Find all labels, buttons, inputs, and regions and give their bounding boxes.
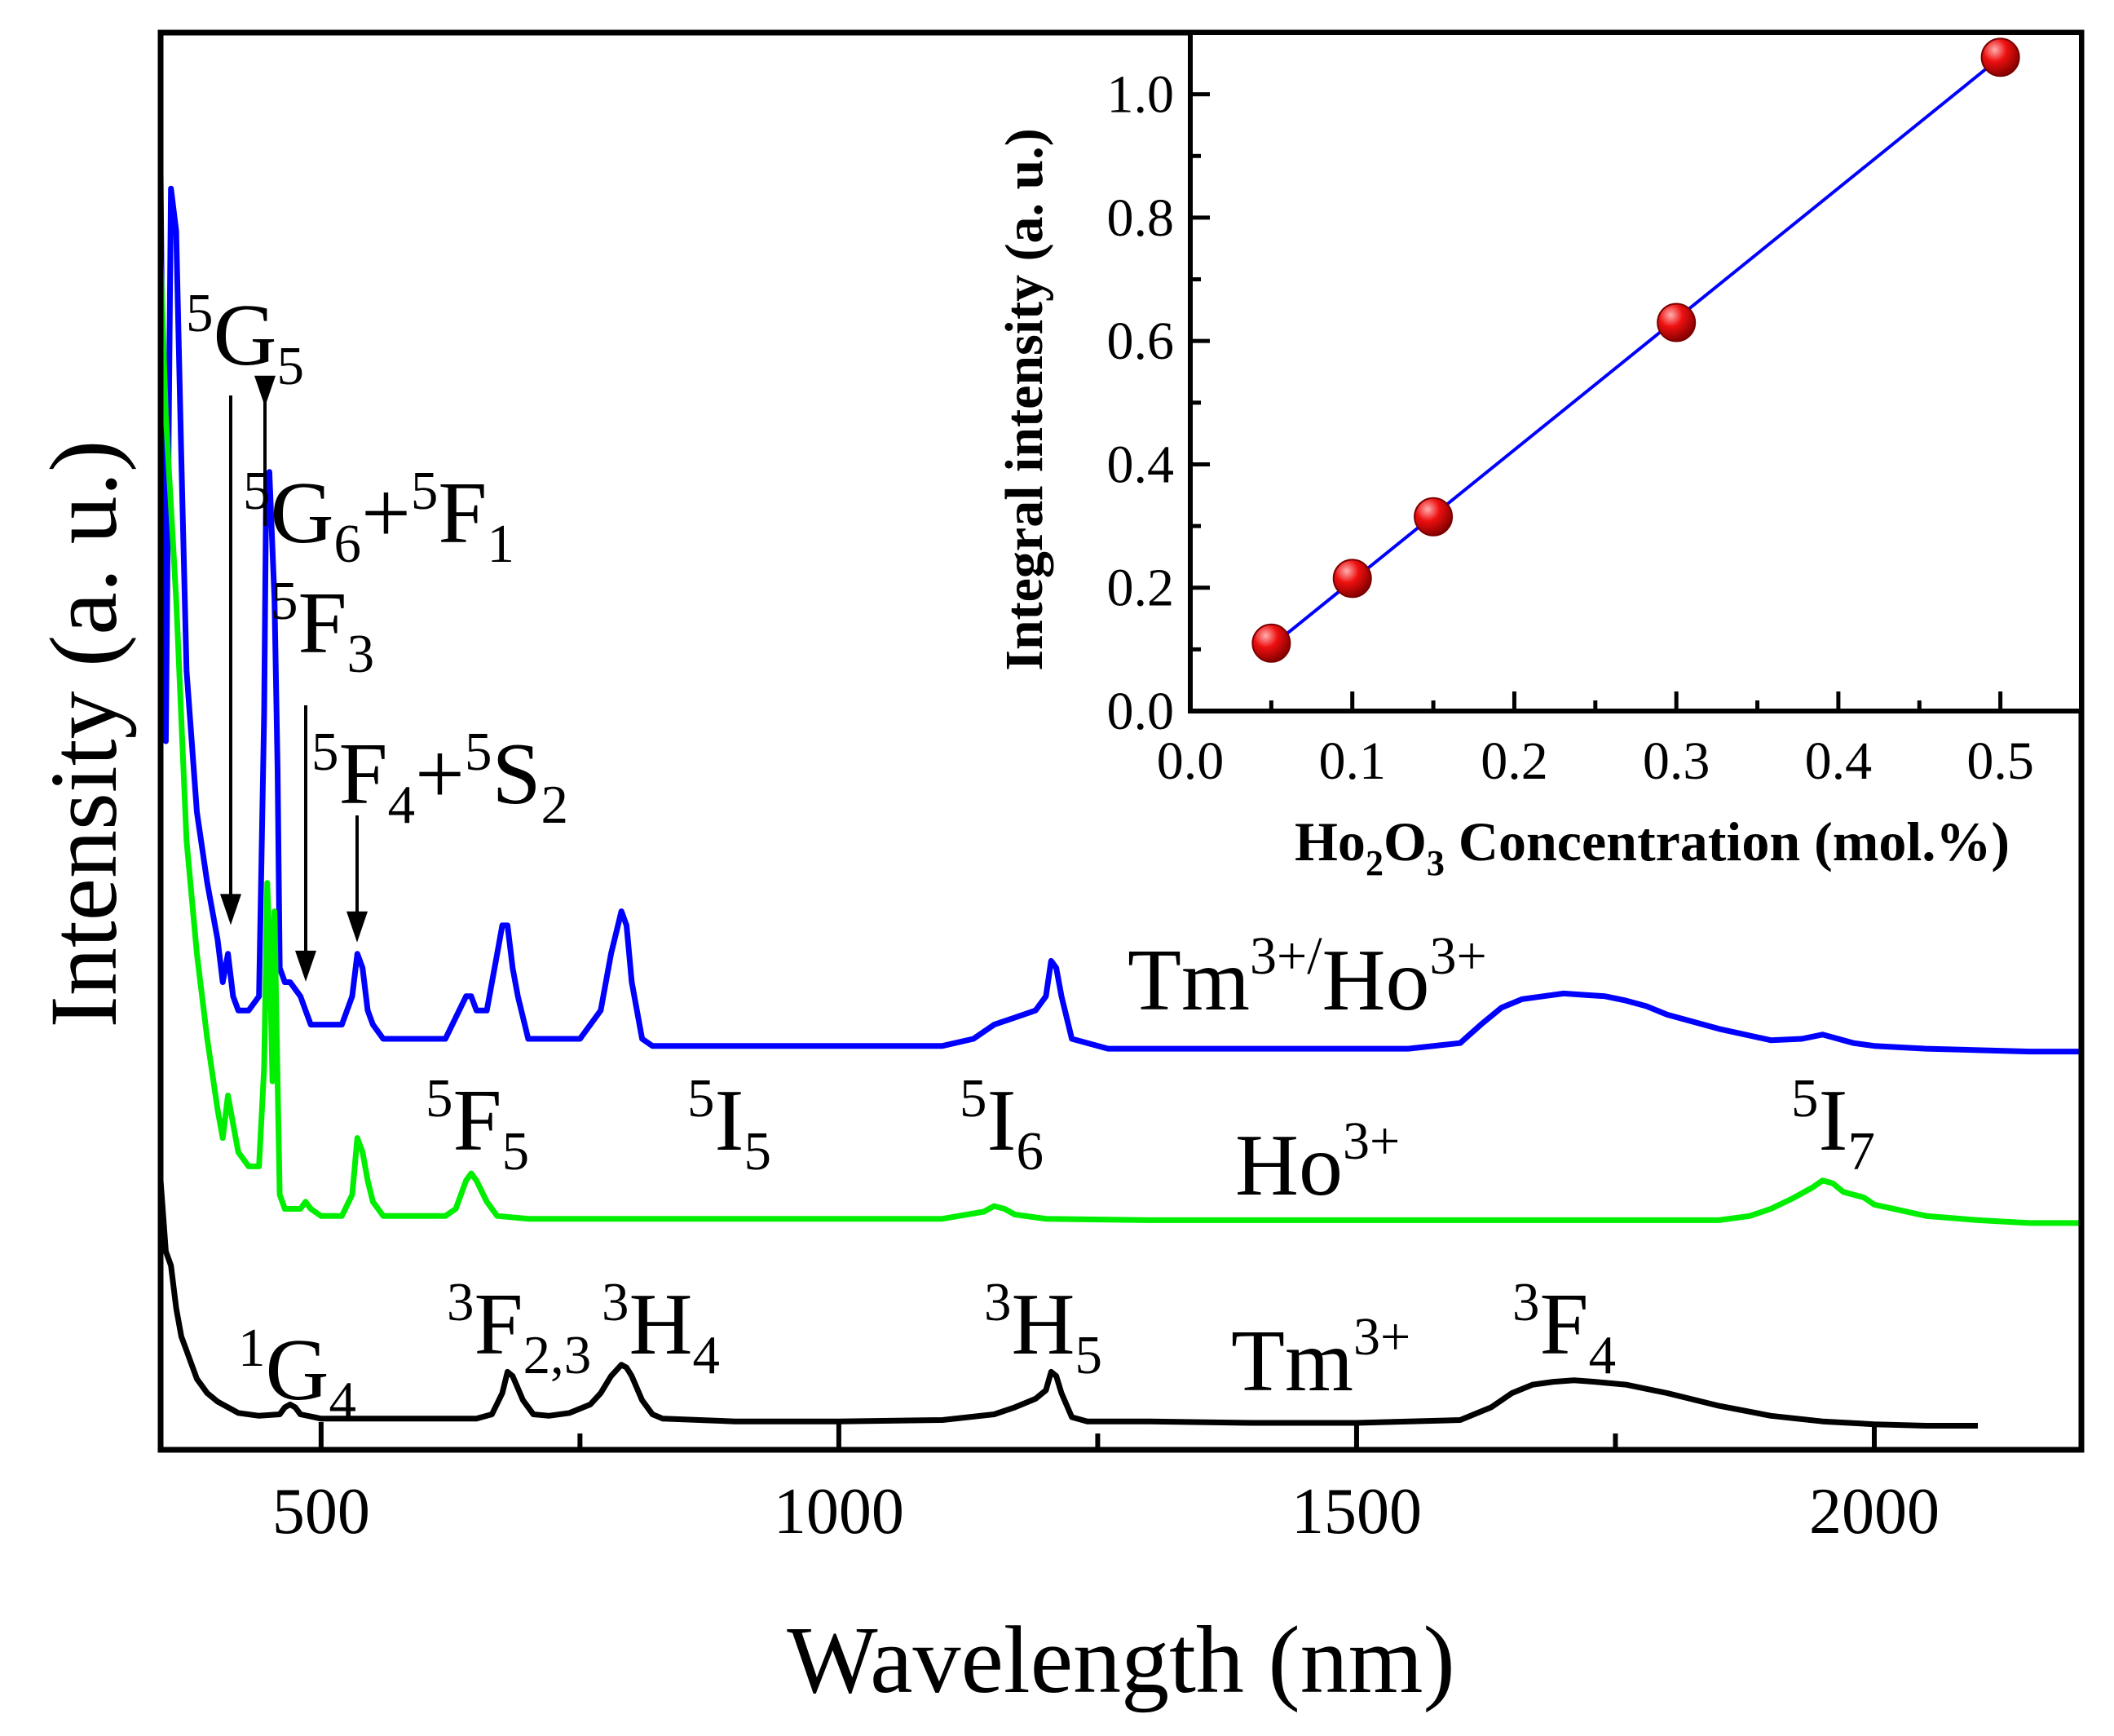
- x-axis-label: Wavelength (nm): [787, 1606, 1455, 1713]
- inset-data-point: [1332, 559, 1372, 599]
- term-label-3f4: 3F4: [1512, 1272, 1616, 1385]
- peak-arrow-head: [295, 950, 316, 982]
- x-tick-label: 1000: [774, 1476, 904, 1548]
- inset-x-tick-label: 0.2: [1481, 731, 1548, 791]
- term-label-5i6: 5I6: [960, 1068, 1044, 1182]
- main-plot: 500 1000 1500 2000 Wavelength (nm) Intensity …: [30, 29, 2085, 1713]
- inset-x-axis-label: Ho2O3 Concentration (mol.%): [1295, 811, 2010, 883]
- inset-data-point: [1980, 38, 2020, 77]
- peak-arrow-head: [220, 894, 241, 925]
- inset-y-tick-label: 0.0: [1107, 682, 1175, 741]
- inset-y-axis-label: Integral intensity (a. u.): [995, 128, 1054, 670]
- inset-x-tick-label: 0.4: [1805, 731, 1873, 791]
- main-plot-frame: [157, 29, 2085, 1453]
- series-label-tm-ho: Tm3+/Ho3+: [1128, 926, 1487, 1029]
- y-axis-label: Intensity (a. u.): [30, 440, 137, 1028]
- series-tm-line: [161, 1180, 1978, 1429]
- series-label-tm: Tm3+: [1231, 1307, 1410, 1410]
- term-label-3h4: 3H4: [602, 1272, 720, 1385]
- inset-x-tick-label: 0.5: [1966, 731, 2034, 791]
- inset-data-point: [1657, 303, 1697, 342]
- term-label-5g5: 5G5: [186, 283, 304, 396]
- inset-y-tick-label: 0.4: [1107, 435, 1175, 494]
- term-label-5i7: 5I7: [1791, 1068, 1875, 1182]
- inset-plot-frame: [1188, 30, 2084, 713]
- term-label-5i5: 5I5: [687, 1068, 771, 1182]
- x-tick-label: 1500: [1291, 1476, 1422, 1548]
- peak-arrow-head: [346, 911, 368, 943]
- x-tick-label: 500: [272, 1476, 370, 1548]
- inset-x-tick-label: 0.0: [1157, 731, 1225, 791]
- term-label-1g4: 1G4: [238, 1318, 356, 1431]
- series-ho-line: [161, 258, 2081, 1226]
- peak-arrow-head: [254, 375, 276, 407]
- inset-data-point: [1414, 497, 1454, 537]
- term-label-3h5: 3H5: [984, 1272, 1102, 1385]
- x-tick-label: 2000: [1809, 1476, 1940, 1548]
- inset-plot: 0.0 0.1 0.2 0.3 0.4 0.5 0.0 0.2 0.4 0.6 0.8 1.0 Ho2O…: [995, 30, 2084, 883]
- inset-fit-line: [1270, 55, 2001, 648]
- inset-x-tick-label: 0.1: [1318, 731, 1386, 791]
- inset-y-tick-label: 0.6: [1107, 311, 1175, 371]
- series-label-ho: Ho3+: [1235, 1111, 1400, 1214]
- term-label-5g6-5f1: 5G6+5F1: [243, 461, 514, 574]
- inset-data-point: [1251, 623, 1291, 663]
- series-tm-ho-line: [161, 174, 2081, 1055]
- term-label-5f5: 5F5: [426, 1068, 529, 1182]
- inset-y-tick-label: 1.0: [1107, 65, 1175, 125]
- inset-x-tick-label: 0.3: [1643, 731, 1710, 791]
- term-label-5f4-5s2: 5F4+5S2: [311, 722, 568, 835]
- term-label-3f23: 3F2,3: [447, 1272, 591, 1385]
- inset-y-tick-label: 0.2: [1107, 559, 1175, 618]
- term-label-5f3: 5F3: [271, 571, 374, 684]
- inset-y-tick-label: 0.8: [1107, 188, 1175, 248]
